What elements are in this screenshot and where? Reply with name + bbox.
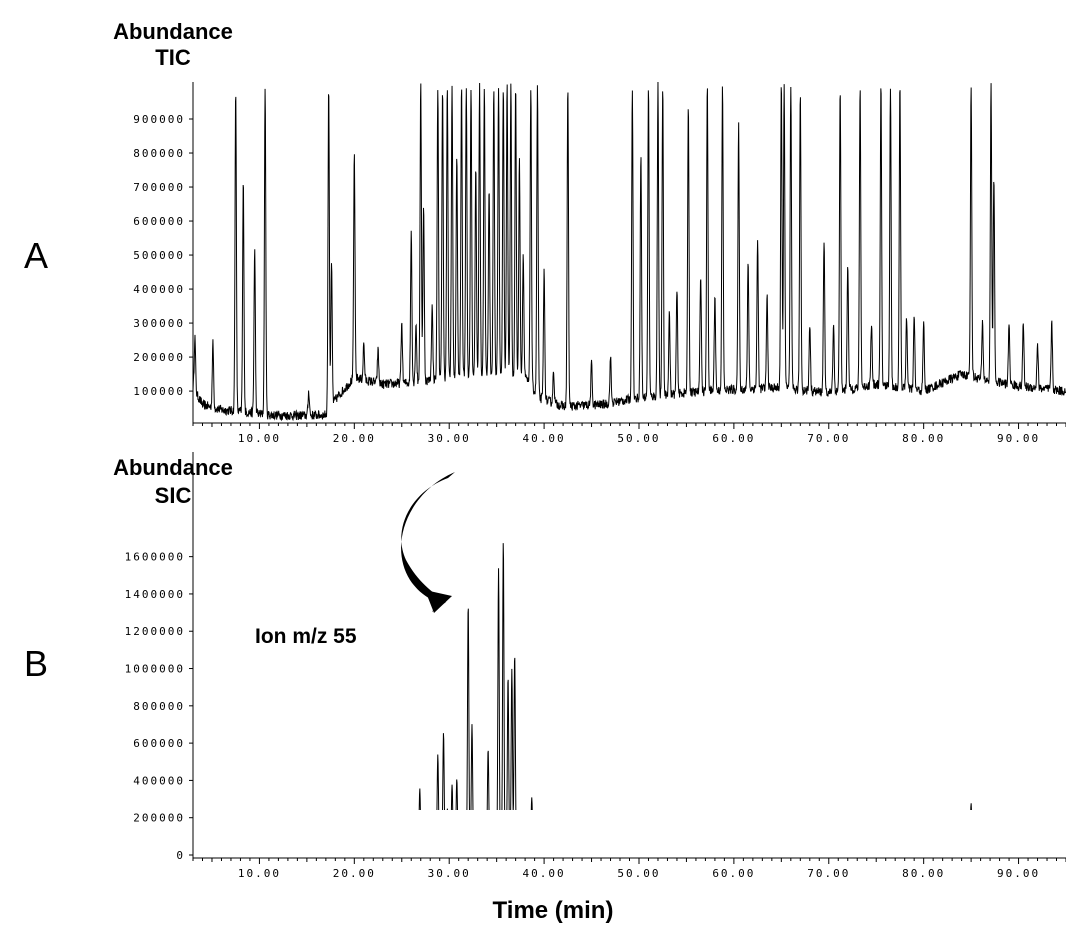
x-tick-label: 40.00 xyxy=(523,432,566,445)
y-tick-label: 400000 xyxy=(133,774,185,787)
ion-annotation-label: Ion m/z 55 xyxy=(255,625,357,648)
panel-b-title: SIC xyxy=(155,483,192,508)
x-tick-label: 40.00 xyxy=(523,867,566,880)
y-tick-label: 400000 xyxy=(133,283,185,296)
x-tick-label: 80.00 xyxy=(902,432,945,445)
x-tick-label: 30.00 xyxy=(428,432,471,445)
x-tick-label: 90.00 xyxy=(997,867,1040,880)
x-axis-title: Time (min) xyxy=(493,897,614,924)
y-tick-label: 700000 xyxy=(133,181,185,194)
panel-b-ylabel: Abundance xyxy=(113,455,233,480)
y-tick-label: 1600000 xyxy=(125,551,185,564)
y-tick-label: 600000 xyxy=(133,215,185,228)
x-tick-label: 50.00 xyxy=(617,432,660,445)
panel-b-sic-trace xyxy=(418,543,972,810)
x-tick-label: 80.00 xyxy=(902,867,945,880)
panel-a-tic-trace xyxy=(193,81,1066,422)
panel-a-x-ticks: 10.00 20.00 30.00 40.00 50.00 60.00 70.00 80.00… xyxy=(192,423,1066,445)
panel-a-title: TIC xyxy=(155,45,191,70)
panel-a-axes xyxy=(192,82,1066,424)
y-tick-label: 100000 xyxy=(133,385,185,398)
y-tick-label: 500000 xyxy=(133,249,185,262)
curved-arrow-icon xyxy=(401,472,455,613)
y-tick-label: 600000 xyxy=(133,737,185,750)
x-tick-label: 70.00 xyxy=(807,432,850,445)
panel-a-letter: A xyxy=(24,235,48,276)
y-tick-label: 200000 xyxy=(133,812,185,825)
x-tick-label: 20.00 xyxy=(333,867,376,880)
x-tick-label: 20.00 xyxy=(333,432,376,445)
x-tick-label: 60.00 xyxy=(712,867,755,880)
y-tick-label: 200000 xyxy=(133,351,185,364)
panel-a-plot: 100000 200000 300000 400000 500000 600000 7000… xyxy=(133,81,1066,445)
panel-b-x-ticks: 10.00 20.00 30.00 40.00 50.00 60.00 70.00 80.00… xyxy=(192,858,1066,880)
panel-b-letter: B xyxy=(24,643,48,684)
x-tick-label: 10.00 xyxy=(238,867,281,880)
x-tick-label: 90.00 xyxy=(997,432,1040,445)
panel-b-y-ticks: 0 200000 400000 600000 800000 1000000 1200000 1… xyxy=(125,551,193,862)
panel-a-y-ticks: 100000 200000 300000 400000 500000 600000 7000… xyxy=(133,113,193,398)
x-tick-label: 30.00 xyxy=(428,867,471,880)
x-tick-label: 60.00 xyxy=(712,432,755,445)
x-tick-label: 70.00 xyxy=(807,867,850,880)
x-tick-label: 50.00 xyxy=(617,867,660,880)
y-tick-label: 1200000 xyxy=(125,625,185,638)
y-tick-label: 900000 xyxy=(133,113,185,126)
panel-b-axes xyxy=(192,452,1066,859)
panel-a-ylabel: Abundance xyxy=(113,19,233,44)
y-tick-label: 300000 xyxy=(133,317,185,330)
y-tick-label: 800000 xyxy=(133,700,185,713)
panel-b-plot: 0 200000 400000 600000 800000 1000000 1200000 1… xyxy=(125,452,1066,880)
y-tick-label: 0 xyxy=(176,849,185,862)
x-tick-label: 10.00 xyxy=(238,432,281,445)
y-tick-label: 1400000 xyxy=(125,588,185,601)
y-tick-label: 800000 xyxy=(133,147,185,160)
y-tick-label: 1000000 xyxy=(125,663,185,676)
